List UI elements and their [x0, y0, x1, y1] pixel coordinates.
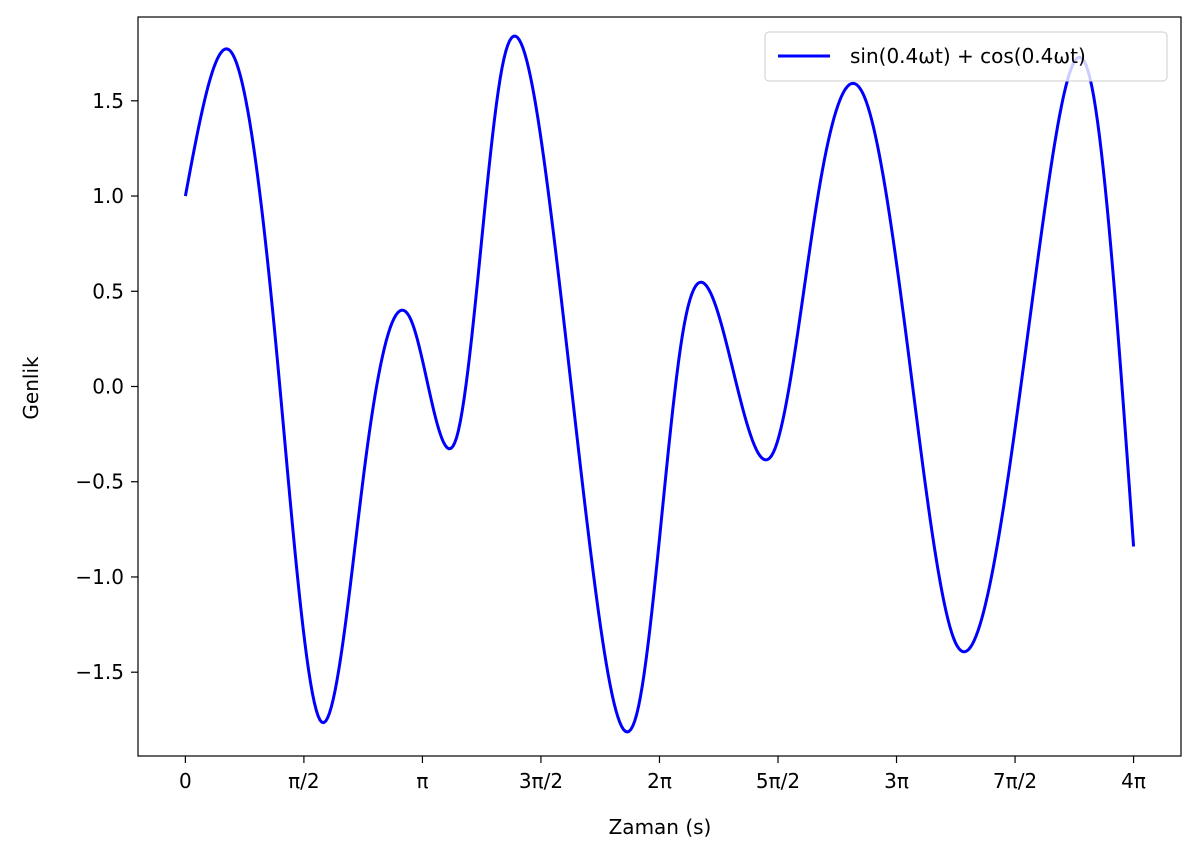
- x-tick-label: 3π/2: [519, 769, 563, 793]
- y-tick-label: 0.5: [92, 279, 124, 303]
- x-tick-label: π/2: [288, 769, 320, 793]
- x-tick-label: 4π: [1121, 769, 1146, 793]
- x-tick-label: 2π: [647, 769, 672, 793]
- y-tick-label: −0.5: [75, 470, 124, 494]
- legend: sin(0.4ωt) + cos(0.4ωt): [764, 31, 1168, 82]
- x-tick-label: 7π/2: [993, 769, 1037, 793]
- x-tick-label: 3π: [884, 769, 909, 793]
- legend-box: [764, 31, 1168, 82]
- legend-label: sin(0.4ωt) + cos(0.4ωt): [850, 44, 1086, 68]
- y-tick-label: 1.0: [92, 184, 124, 208]
- plot-frame: [137, 16, 1182, 757]
- y-axis-ticks: 1.5 1.0 0.5 0.0 −0.5 −1.0 −1.5: [75, 89, 138, 684]
- y-tick-label: 0.0: [92, 375, 124, 399]
- y-tick-label: 1.5: [92, 89, 124, 113]
- x-axis-ticks: 0 π/2 π 3π/2 2π 5π/2 3π 7π/2 4π: [179, 756, 1146, 793]
- series-line: [183, 34, 1136, 734]
- x-tick-label: 5π/2: [756, 769, 800, 793]
- y-axis-title: Genlik: [19, 356, 43, 420]
- x-tick-label: 0: [179, 769, 192, 793]
- series-layer: [183, 34, 1136, 734]
- y-tick-label: −1.0: [75, 565, 124, 589]
- x-tick-label: π: [416, 769, 428, 793]
- x-axis-title: Zaman (s): [609, 815, 712, 839]
- y-tick-label: −1.5: [75, 660, 124, 684]
